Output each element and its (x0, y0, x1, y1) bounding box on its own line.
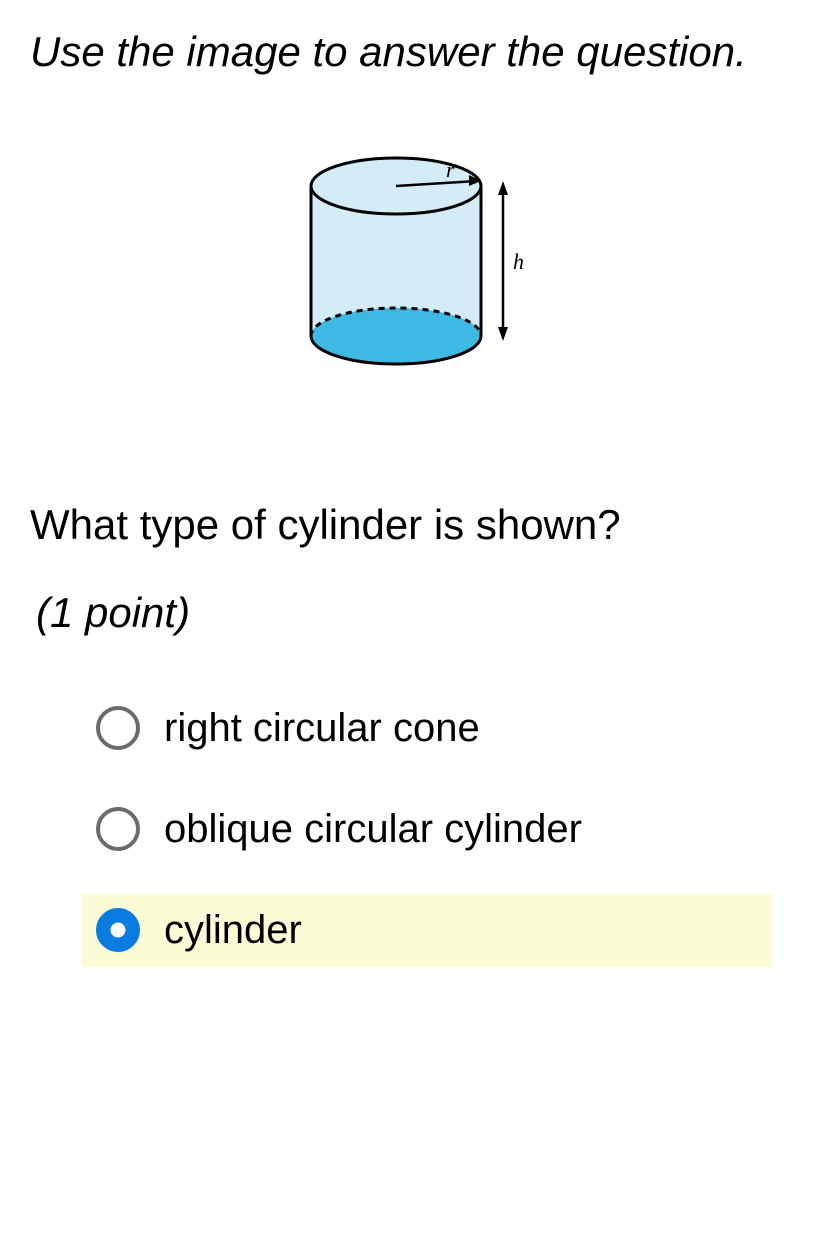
radio-icon (96, 908, 140, 952)
points-text: (1 point) (36, 589, 791, 637)
option-3[interactable]: cylinder (82, 894, 772, 967)
option-label: right circular cone (164, 706, 480, 751)
instruction-text: Use the image to answer the question. (30, 24, 791, 81)
option-2[interactable]: oblique circular cylinder (82, 793, 772, 866)
radius-label: r (446, 157, 455, 182)
options-list: right circular cone oblique circular cyl… (30, 692, 791, 967)
radio-icon (96, 807, 140, 851)
option-1[interactable]: right circular cone (82, 692, 772, 765)
option-label: oblique circular cylinder (164, 807, 582, 852)
height-label: h (513, 249, 524, 274)
question-text: What type of cylinder is shown? (30, 501, 791, 549)
diagram-container: r h (30, 141, 791, 401)
cylinder-diagram: r h (281, 141, 561, 401)
option-label: cylinder (164, 908, 302, 953)
radio-icon (96, 706, 140, 750)
